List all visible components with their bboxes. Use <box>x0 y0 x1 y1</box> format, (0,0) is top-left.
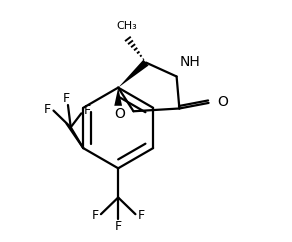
Polygon shape <box>118 60 149 88</box>
Text: O: O <box>217 95 228 108</box>
Text: F: F <box>91 209 98 222</box>
Polygon shape <box>114 88 122 106</box>
Text: F: F <box>115 220 122 234</box>
Text: O: O <box>114 107 125 121</box>
Text: F: F <box>63 91 70 105</box>
Text: NH: NH <box>179 55 200 69</box>
Text: F: F <box>44 103 51 116</box>
Text: F: F <box>84 104 91 117</box>
Text: CH₃: CH₃ <box>116 21 137 30</box>
Text: F: F <box>138 209 145 222</box>
